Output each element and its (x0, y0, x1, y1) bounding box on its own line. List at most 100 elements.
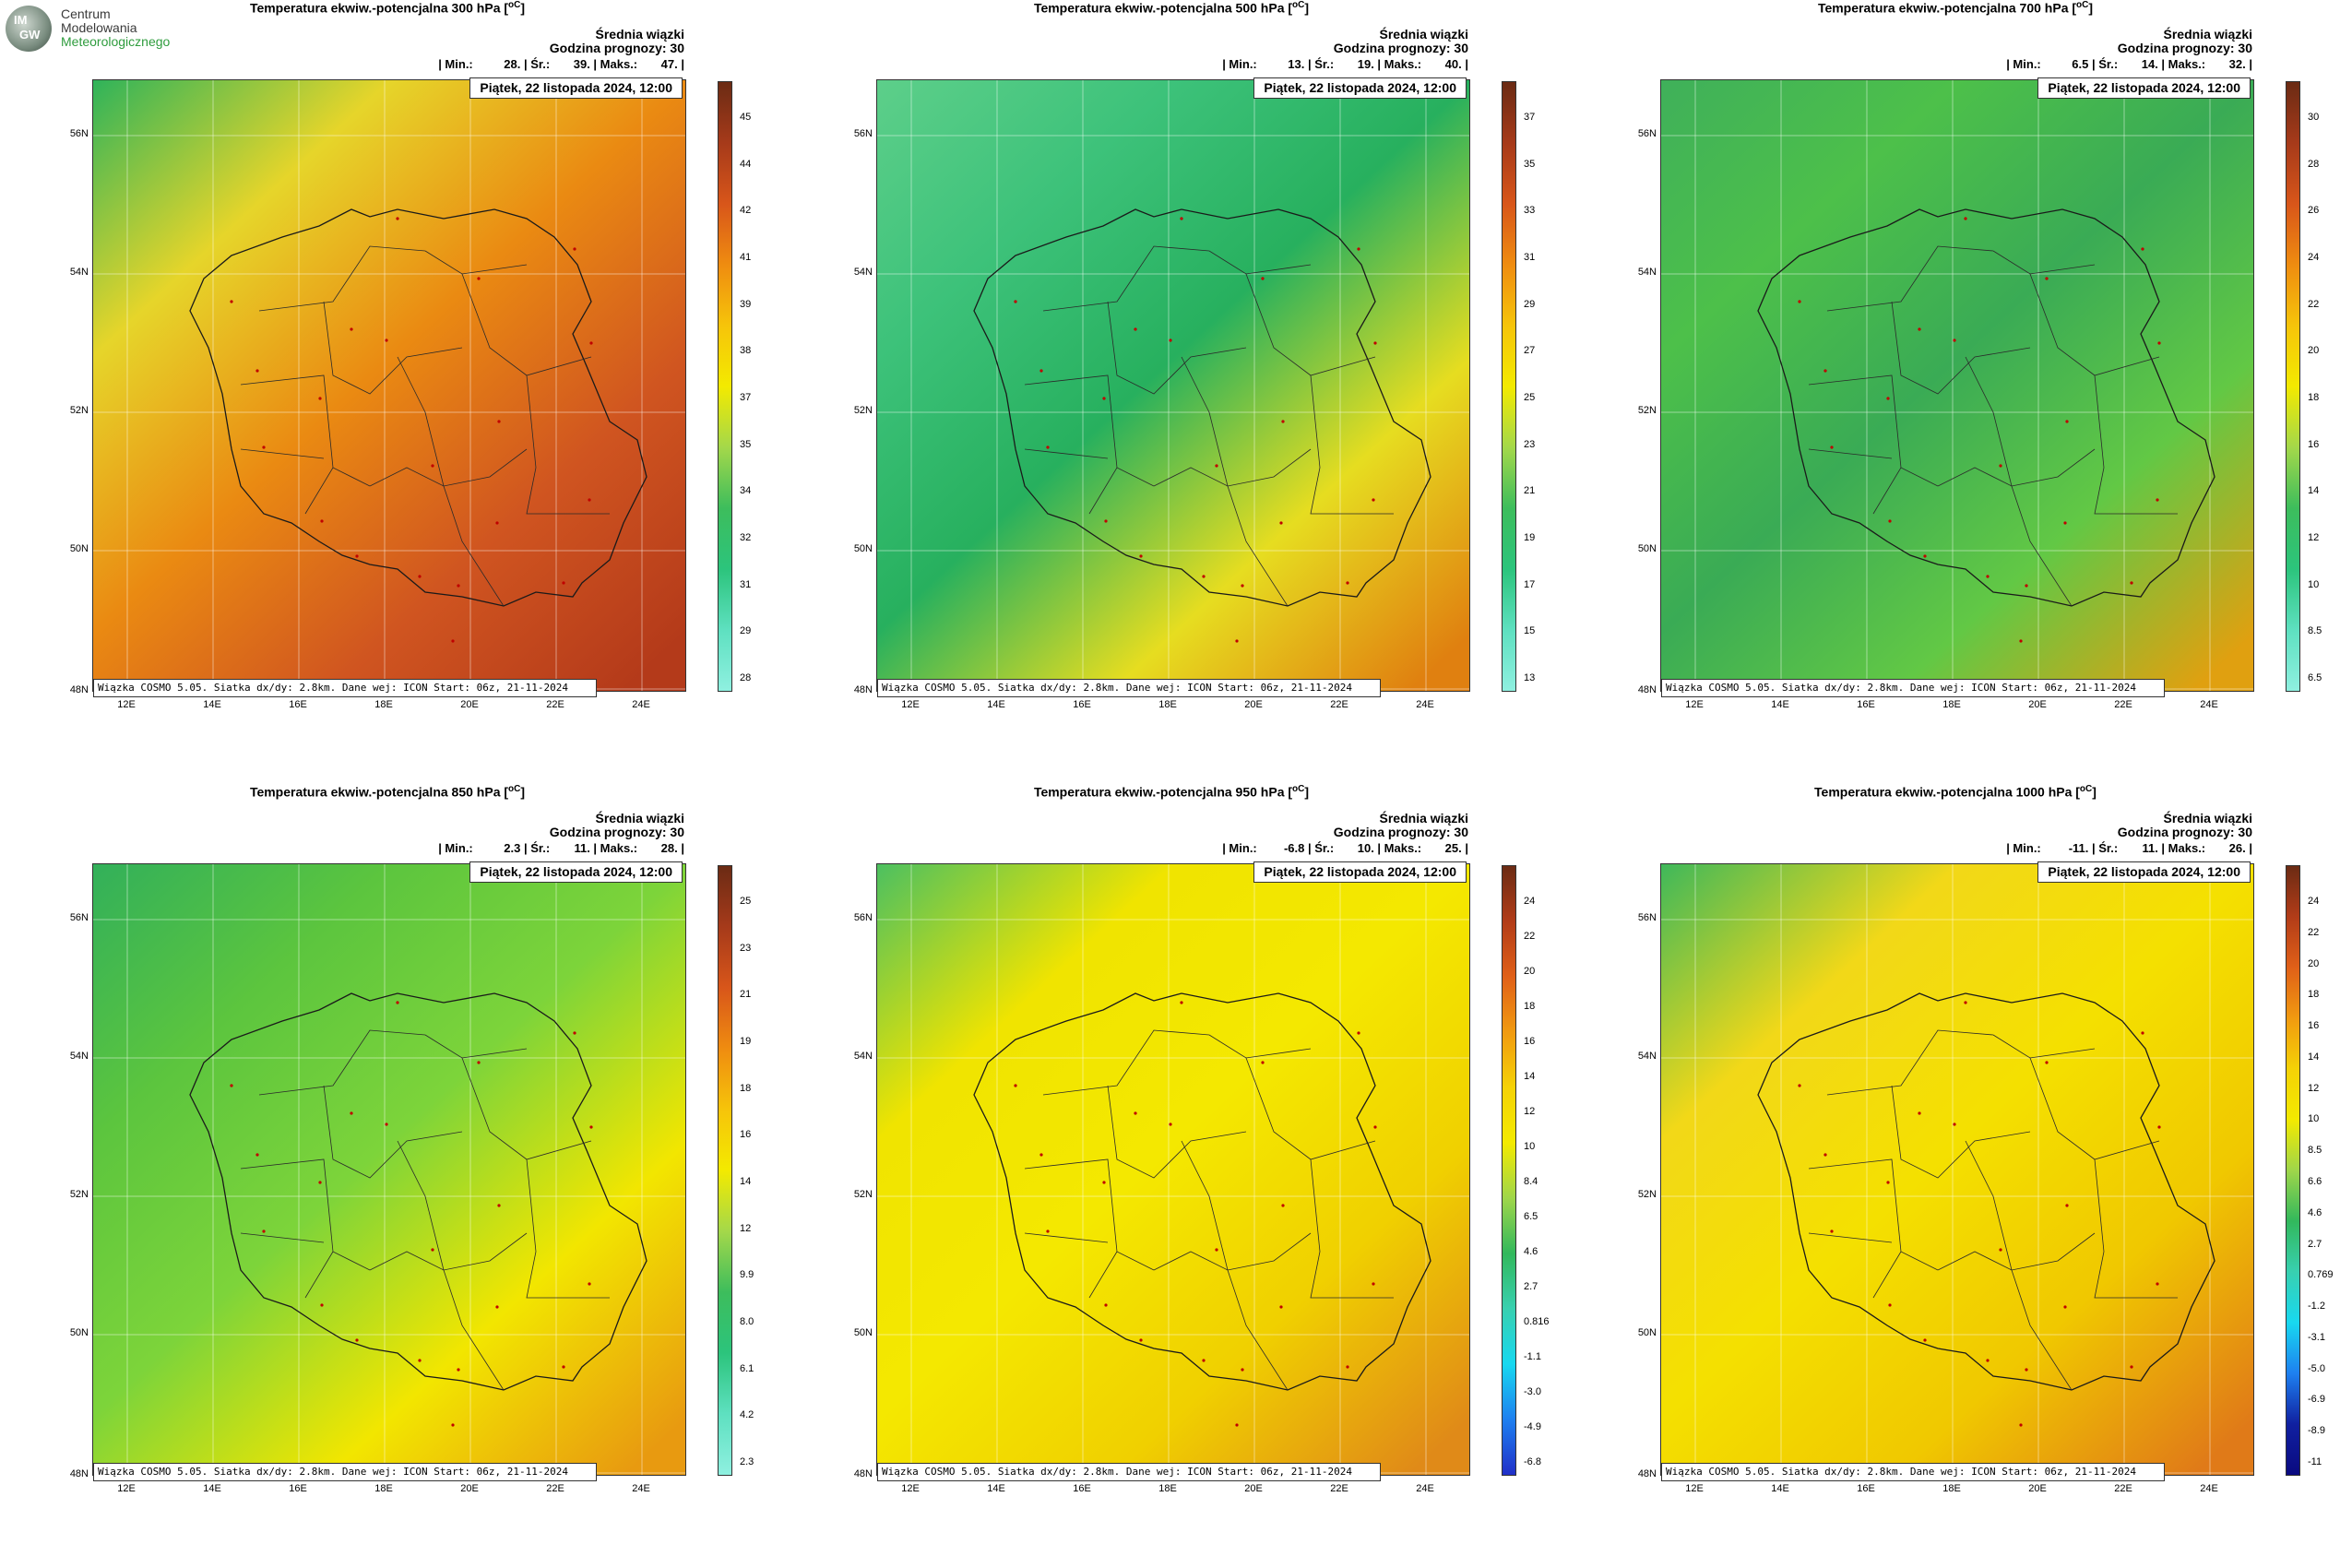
city-marker (1964, 1001, 1967, 1004)
city-marker (2063, 1305, 2067, 1309)
city-marker (2141, 247, 2144, 251)
stat-min: 13. (1288, 57, 1305, 71)
voivodeship-border (1227, 485, 1289, 607)
colorbar-label: 25 (740, 896, 752, 907)
colorbar-label: 33 (1524, 205, 1536, 217)
city-marker (1373, 1125, 1377, 1129)
forecast-map[interactable] (876, 863, 1470, 1476)
colorbar-label: 20 (2308, 957, 2320, 969)
city-marker (2130, 581, 2133, 585)
colorbar-label: 20 (1524, 966, 1536, 977)
voivodeship-border (1808, 448, 1893, 459)
lon-label: 12E (901, 699, 920, 710)
city-marker (2025, 584, 2028, 588)
voivodeship-border (2094, 1158, 2178, 1299)
info-title: Średnia wiązki (595, 811, 684, 826)
map-panel: Temperatura ekwiw.-potencjalna 500 hPa [… (784, 0, 1535, 738)
city-marker (477, 277, 481, 280)
title-unit: oC (508, 784, 521, 794)
city-marker (1202, 1359, 1206, 1362)
lat-label: 48N (69, 1468, 89, 1479)
colorbar-label: 18 (2308, 989, 2320, 1001)
city-marker (2065, 1204, 2069, 1207)
map-panel: Temperatura ekwiw.-potencjalna 700 hPa [… (1568, 0, 2322, 738)
title-text: Temperatura ekwiw.-potencjalna 1000 hPa … (1814, 784, 2080, 800)
city-marker (2063, 521, 2067, 525)
city-marker (1139, 1338, 1143, 1342)
stat-avg: 10. (1357, 841, 1374, 855)
city-marker (573, 247, 576, 251)
colorbar-label: 18 (2308, 392, 2320, 403)
city-marker (562, 581, 565, 585)
lat-label: 54N (853, 267, 873, 278)
map-field (93, 80, 685, 691)
city-marker (2157, 1125, 2161, 1129)
lat-label: 54N (1637, 1051, 1657, 1062)
lat-label: 48N (69, 684, 89, 695)
voivodeship-border (1227, 1269, 1289, 1391)
lon-label: 16E (289, 699, 307, 710)
lon-label: 14E (1771, 1483, 1789, 1494)
colorbar-label: 30 (2308, 112, 2320, 123)
colorbar-label: 24 (2308, 896, 2320, 907)
colorbar-label: 10 (2308, 578, 2320, 590)
city-marker (230, 1084, 233, 1087)
stat-max: 47. (660, 57, 678, 71)
lat-label: 50N (69, 543, 89, 554)
city-marker (1918, 1111, 1921, 1115)
voivodeship-border (397, 356, 445, 487)
colorbar-label: -8.9 (2308, 1425, 2325, 1437)
logo-line1: Centrum (61, 6, 111, 21)
voivodeship-border (240, 374, 371, 487)
lon-label: 18E (374, 699, 393, 710)
forecast-map[interactable] (92, 863, 686, 1476)
voivodeship-border (1088, 1251, 1118, 1299)
forecast-map[interactable] (92, 79, 686, 692)
city-marker (1830, 1229, 1834, 1233)
colorbar-label: 15 (1524, 625, 1536, 637)
city-marker (355, 554, 359, 558)
voivodeship-border (323, 301, 463, 395)
lon-label: 20E (460, 699, 479, 710)
logo-initials-top: IM (14, 13, 28, 27)
forecast-map[interactable] (876, 79, 1470, 692)
colorbar-label: 24 (1524, 896, 1536, 907)
panel-title: Temperatura ekwiw.-potencjalna 500 hPa [… (876, 0, 1467, 16)
lon-label: 20E (1244, 1483, 1263, 1494)
colorbar-label: 14 (740, 1176, 752, 1187)
colorbar-label: 6.5 (2308, 672, 2322, 683)
voivodeship-border (1245, 1057, 1376, 1160)
lat-label: 50N (69, 1327, 89, 1338)
lon-label: 24E (2200, 699, 2218, 710)
map-field (93, 864, 685, 1475)
colorbar (1502, 865, 1516, 1476)
colorbar-label: 34 (740, 485, 752, 497)
model-footer: Wiązka COSMO 5.05. Siatka dx/dy: 2.8km. … (93, 1463, 597, 1481)
city-marker (2025, 1368, 2028, 1372)
info-hour: Godzina prognozy: 30 (549, 825, 684, 839)
city-marker (1999, 1248, 2002, 1252)
city-marker (1039, 369, 1043, 373)
title-text: Temperatura ekwiw.-potencjalna 850 hPa [ (249, 784, 509, 800)
colorbar-label: 38 (740, 345, 752, 357)
lat-label: 50N (1637, 1327, 1657, 1338)
voivodeship-border (240, 1158, 371, 1271)
city-marker (1169, 1123, 1172, 1126)
lon-label: 24E (632, 1483, 650, 1494)
lat-label: 48N (853, 684, 873, 695)
voivodeship-border (461, 1057, 592, 1160)
city-marker (418, 1359, 422, 1362)
colorbar-label: 2.7 (1524, 1281, 1538, 1292)
forecast-map[interactable] (1660, 863, 2254, 1476)
city-marker (431, 464, 434, 468)
colorbar-label: 12 (1524, 1106, 1536, 1117)
voivodeship-border (2029, 1057, 2160, 1160)
city-marker (1999, 464, 2002, 468)
voivodeship-border (1826, 1029, 1994, 1096)
lon-label: 20E (2028, 1483, 2047, 1494)
city-marker (1039, 1153, 1043, 1157)
forecast-map[interactable] (1660, 79, 2254, 692)
title-end: ] (1304, 0, 1310, 16)
colorbar-label: 18 (740, 1082, 752, 1094)
lon-label: 12E (901, 1483, 920, 1494)
